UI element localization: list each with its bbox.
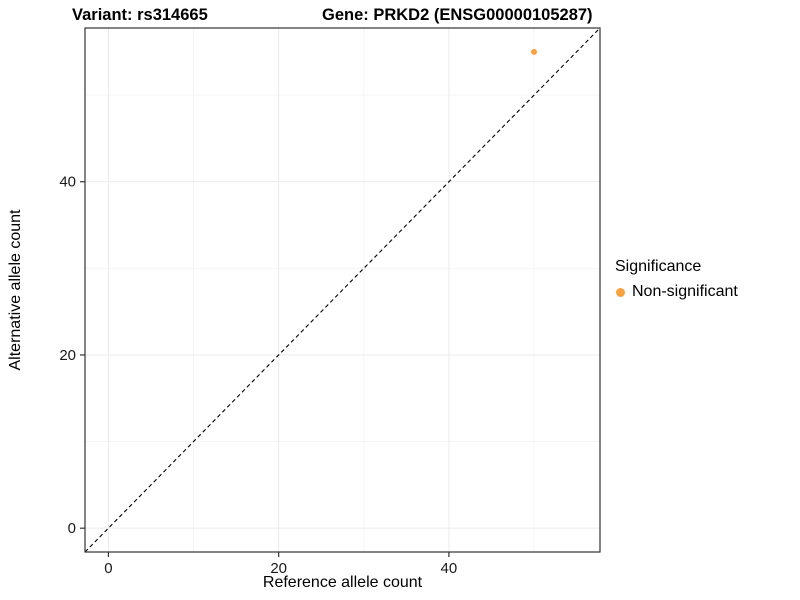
legend-title: Significance — [615, 258, 702, 275]
x-axis-title: Reference allele count — [262, 574, 423, 591]
y-tick-label: 20 — [59, 347, 76, 364]
x-tick-label: 40 — [441, 560, 458, 577]
data-point — [531, 48, 538, 55]
x-tick-label: 0 — [104, 560, 112, 577]
y-axis-title: Alternative allele count — [7, 209, 24, 371]
legend-dot-icon — [616, 287, 625, 297]
panel-border — [84, 27, 601, 553]
y-tick-label: 40 — [59, 174, 76, 191]
y-tick-label: 0 — [68, 520, 76, 537]
legend: Significance Non-significant — [613, 258, 738, 301]
plot-title-variant: Variant: rs314665 — [72, 6, 208, 24]
identity-line — [84, 27, 601, 553]
plot-title-gene: Gene: PRKD2 (ENSG00000105287) — [322, 6, 593, 24]
x-tick-label: 20 — [270, 560, 287, 577]
legend-item-label: Non-significant — [632, 283, 738, 300]
legend-items: Non-significant — [613, 283, 738, 301]
legend-item: Non-significant — [613, 283, 738, 301]
